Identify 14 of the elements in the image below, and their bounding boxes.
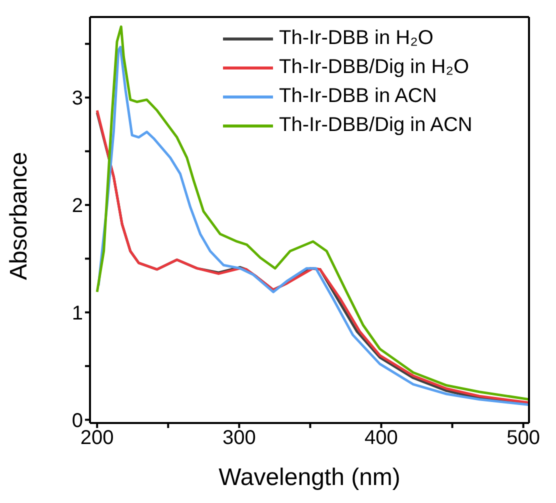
legend-label: Th-Ir-DBB in ACN: [279, 84, 437, 109]
x-tick-label: 200: [80, 427, 114, 450]
y-axis-title: Absorbance: [6, 152, 33, 280]
x-tick-label: 300: [222, 427, 256, 450]
legend-label: Th-Ir-DBB in H₂O: [279, 26, 434, 51]
y-tick-label: 2: [72, 195, 83, 218]
legend-label: Th-Ir-DBB/Dig in ACN: [279, 113, 472, 138]
y-tick-label: 1: [72, 302, 83, 324]
x-tick-label: 500: [506, 427, 540, 450]
x-axis-title: Wavelength (nm): [218, 464, 400, 491]
legend-label: Th-Ir-DBB/Dig in H₂O: [279, 55, 470, 80]
x-tick-label: 400: [364, 427, 398, 450]
y-tick-label: 0: [72, 410, 83, 432]
y-tick-label: 3: [72, 88, 83, 110]
